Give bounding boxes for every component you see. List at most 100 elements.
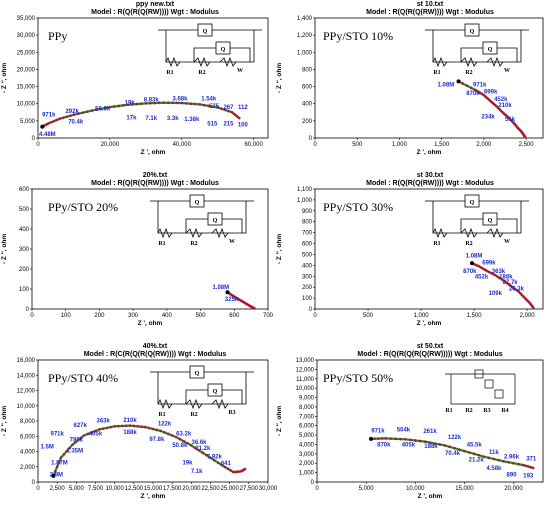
frequency-label: 7.1k [191, 469, 203, 475]
plot-frame [316, 359, 544, 483]
frequency-label: 971k [371, 428, 385, 434]
x-tick-label: 0 [30, 313, 34, 319]
chart-model-title: Model : R(Q(R(Q(RW)))) Wgt : Modulus [91, 9, 219, 16]
data-point [236, 115, 239, 118]
frequency-label: 267 [223, 105, 234, 111]
data-point [140, 425, 143, 429]
panel-sto50: st 50.txt Model : R(Q(R(Q(R(Q(RW))))) Wgt… [275, 342, 550, 514]
y-tick-label: 300 [302, 274, 313, 280]
data-point [202, 103, 206, 107]
data-point [205, 454, 208, 457]
frequency-label: 188k [123, 430, 137, 436]
circuit-wire [185, 218, 208, 233]
y-tick-label: 13,000 [296, 358, 315, 364]
frequency-label: 112 [238, 105, 248, 111]
data-point [522, 295, 525, 298]
data-point-start [40, 124, 45, 129]
frequency-label: 699k [482, 260, 496, 266]
frequency-label: 70.4k [445, 451, 461, 457]
x-tick-label: 12,500 [125, 486, 144, 492]
circuit-cpe-3 [494, 389, 504, 399]
y-axis-label: - Z '', ohm [1, 234, 8, 264]
frequency-label: 36.6k [191, 440, 207, 446]
circuit-wire [497, 218, 518, 233]
data-point [504, 280, 507, 284]
circuit-wire [185, 389, 208, 404]
circuit-resistor-1 [432, 227, 448, 239]
circuit-label-r1: R1 [433, 70, 440, 76]
data-point [517, 462, 520, 466]
circuit-wire [222, 218, 243, 233]
circuit-cpe-2 [484, 379, 494, 389]
data-point [128, 424, 132, 427]
data-point [171, 101, 175, 105]
y-tick-label: 600 [302, 85, 313, 91]
chart-file-title: 20%.txt [143, 172, 168, 179]
frequency-label: 363k [96, 419, 110, 425]
circuit-resistor-1 [165, 56, 181, 68]
data-point [189, 102, 193, 106]
data-point [95, 108, 98, 112]
plot-frame [37, 17, 269, 139]
data-point [487, 98, 491, 101]
frequency-label: 87.7k [503, 280, 519, 286]
y-axis-label: - Z '', ohm [1, 406, 8, 436]
y-tick-label: 6,000 [20, 434, 36, 440]
frequency-label: 1.38k [184, 117, 200, 123]
data-point [197, 449, 201, 452]
frequency-label: 21.2k [469, 457, 485, 463]
data-point [167, 432, 170, 436]
frequency-label: 2.96k [504, 455, 520, 461]
panel-sto40: 40%.txt Model : R(C(R(Q(R(Q(RW)))) Wgt : … [0, 342, 278, 514]
frequency-label: 109k [489, 291, 503, 297]
frequency-label: 515 [207, 121, 218, 127]
data-point [482, 455, 486, 458]
y-tick-label: 10,000 [17, 102, 36, 108]
chart-model-title: Model : R(Q(R(Q(RW)))) Wgt : Modulus [366, 9, 494, 16]
data-point [507, 460, 510, 464]
data-point [59, 456, 63, 459]
x-tick-label: 15,000 [455, 486, 474, 492]
data-point [166, 101, 170, 105]
data-point [77, 112, 80, 115]
frequency-label: 1.08M [212, 285, 229, 291]
frequency-label: 7.92k [207, 454, 223, 460]
data-point [186, 442, 189, 445]
frequency-label: 122k [158, 422, 172, 428]
x-tick-label: 100 [61, 313, 72, 319]
x-tick-label: 17,500 [163, 486, 182, 492]
x-tick-label: 0 [313, 142, 317, 148]
y-tick-label: 8,000 [299, 405, 315, 411]
data-point [153, 101, 157, 105]
data-point [155, 428, 159, 432]
data-point [226, 467, 230, 470]
x-tick-label: 15,000 [144, 486, 163, 492]
y-tick-label: 200 [302, 119, 313, 125]
data-point [61, 116, 65, 120]
frequency-label: 3.3k [167, 116, 179, 122]
frequency-label: 452k [475, 274, 489, 280]
circuit-wire [460, 218, 483, 233]
data-point [229, 469, 232, 472]
data-point [94, 429, 97, 433]
x-tick-label: 5,000 [359, 486, 375, 492]
y-tick-label: 2,000 [20, 465, 36, 471]
circuit-resistor-3 [486, 227, 504, 239]
data-point [72, 113, 76, 116]
frequency-label: 641 [221, 461, 232, 467]
data-point [377, 437, 380, 440]
data-point [491, 272, 495, 276]
circuit-resistor-3 [211, 398, 229, 410]
y-tick-label: 1,200 [297, 33, 313, 39]
chart-file-title: st 50.txt [417, 343, 444, 350]
panel-sto20: 20%.txt Model : R(Q(R(Q(RW)))) Wgt : Modu… [0, 171, 275, 342]
circuit-resistor-1 [432, 56, 448, 68]
frequency-label: 56.6k [95, 107, 111, 113]
frequency-label: 405k [402, 442, 416, 448]
frequency-label: 26.3k [509, 286, 525, 292]
y-tick-label: 0 [309, 136, 313, 142]
data-point [476, 89, 479, 93]
data-point [108, 105, 112, 109]
